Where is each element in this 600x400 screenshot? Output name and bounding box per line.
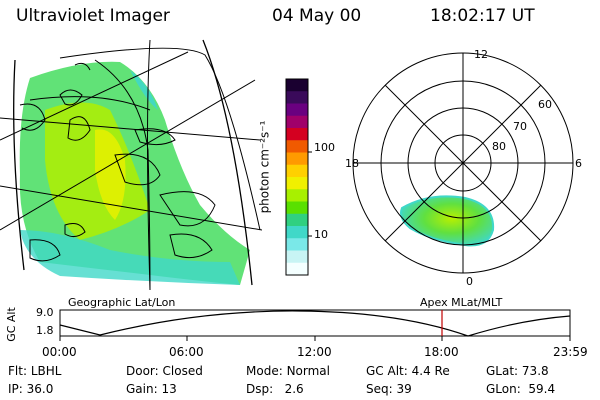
- geographic-caption: Geographic Lat/Lon: [68, 296, 176, 309]
- intensity-colorbar: [285, 78, 312, 276]
- colorbar-segment: [286, 164, 308, 178]
- polar-grid: [352, 52, 574, 274]
- status-seq: Seq: 39: [366, 382, 412, 396]
- mlt-label-12: 12: [474, 48, 488, 61]
- lat-label-60: 60: [538, 98, 552, 111]
- colorbar-segment: [286, 91, 308, 104]
- mlt-label-0: 0: [466, 275, 473, 288]
- colorbar-segment: [286, 226, 308, 239]
- mlt-label-6: 6: [575, 157, 582, 170]
- polar-mlat-mlt-plot: [352, 52, 574, 274]
- gc-altitude-plot: [59, 309, 571, 341]
- xtick-0600: 06:00: [169, 345, 204, 359]
- colorbar-segment: [286, 213, 308, 227]
- geographic-image-panel: [0, 39, 262, 290]
- xtick-0000: 00:00: [42, 345, 77, 359]
- gc-alt-axis-label: GC Alt: [4, 307, 18, 342]
- lat-label-80: 80: [492, 140, 506, 153]
- colorbar-tick-100: 100: [314, 141, 335, 154]
- colorbar-segment: [286, 250, 308, 264]
- mlt-label-18: 18: [345, 157, 359, 170]
- apex-caption: Apex MLat/MLT: [420, 296, 503, 309]
- status-flt: Flt: LBHL: [8, 364, 62, 378]
- colorbar-segment: [286, 152, 308, 166]
- altitude-curve: [59, 310, 571, 337]
- status-ip: IP: 36.0: [8, 382, 54, 396]
- status-mode: Mode: Normal: [246, 364, 330, 378]
- colorbar-segment: [286, 103, 308, 117]
- colorbar-segment: [286, 262, 308, 276]
- status-glat: GLat: 73.8: [486, 364, 549, 378]
- status-glon: GLon: 59.4: [486, 382, 556, 396]
- ytick-9: 9.0: [36, 306, 54, 319]
- colorbar-tick-10: 10: [314, 228, 328, 241]
- colorbar-segment: [286, 238, 308, 251]
- xtick-2359: 23:59: [553, 345, 588, 359]
- lat-label-70: 70: [513, 120, 527, 133]
- colorbar-unit-label: photon cm⁻²s⁻¹: [257, 120, 272, 214]
- auroral-oval: [400, 195, 495, 247]
- colorbar-segment: [286, 177, 308, 190]
- coastline-outlines: [19, 62, 216, 262]
- observation-date: 04 May 00: [272, 6, 362, 26]
- xtick-1200: 12:00: [297, 345, 332, 359]
- status-door: Door: Closed: [126, 364, 203, 378]
- colorbar-segment: [286, 79, 308, 92]
- colorbar-segment: [286, 128, 308, 141]
- status-dsp: Dsp: 2.6: [246, 382, 304, 396]
- colorbar-segment: [286, 189, 308, 202]
- colorbar-segment: [286, 115, 308, 129]
- xtick-1800: 18:00: [424, 345, 459, 359]
- observation-time: 18:02:17 UT: [430, 6, 535, 26]
- status-gain: Gain: 13: [126, 382, 177, 396]
- instrument-title: Ultraviolet Imager: [16, 6, 170, 26]
- colorbar-segment: [286, 140, 308, 153]
- status-gc-alt: GC Alt: 4.4 Re: [366, 364, 450, 378]
- colorbar-segment: [286, 201, 308, 215]
- ytick-1-8: 1.8: [36, 324, 54, 337]
- colorbar-frame: [285, 78, 309, 276]
